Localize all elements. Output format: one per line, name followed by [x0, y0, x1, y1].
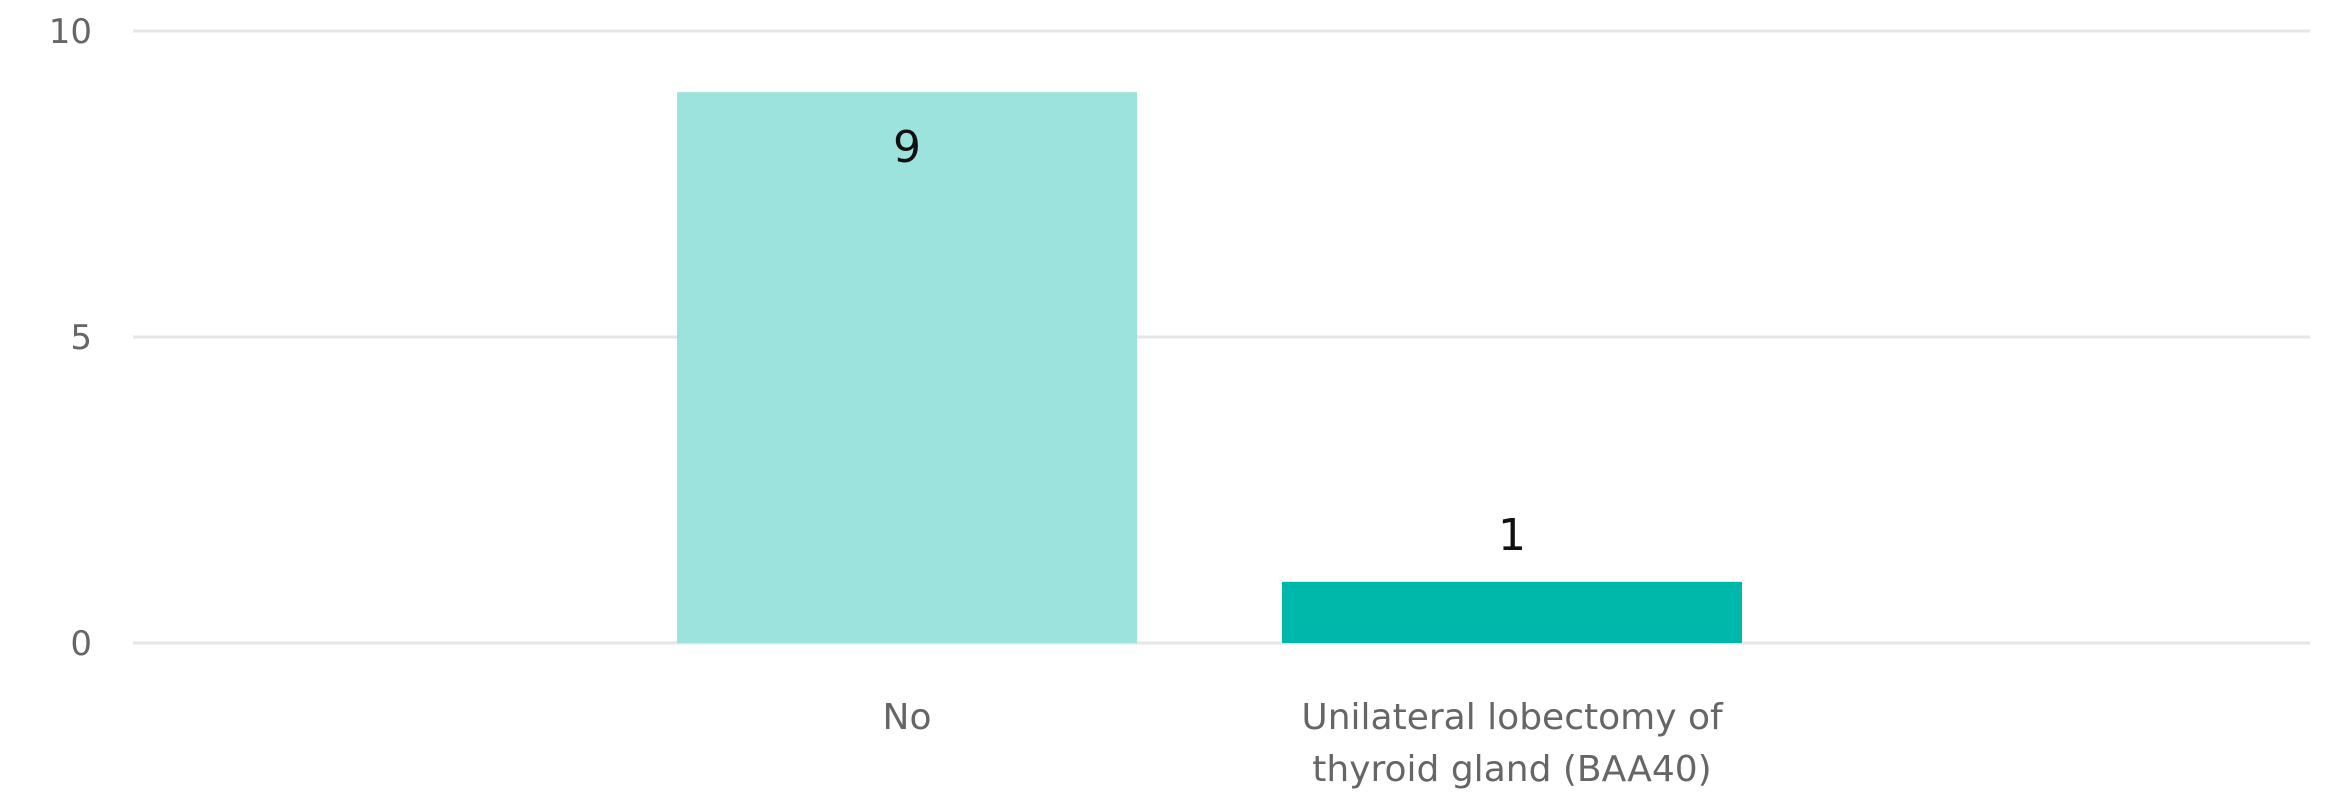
- bar: [677, 92, 1137, 643]
- y-tick-label: 0: [70, 624, 92, 664]
- data-label: 9: [893, 122, 921, 173]
- data-label: 1: [1498, 510, 1526, 561]
- x-tick-label-line: thyroid gland (BAA40): [1312, 749, 1711, 790]
- y-tick-label: 5: [70, 318, 92, 358]
- data-labels: 91: [893, 122, 1526, 561]
- x-axis-ticks: No Unilateral lobectomy of thyroid gland (…: [883, 697, 1724, 790]
- bars: [677, 92, 1742, 643]
- gridlines: [133, 29, 2310, 645]
- y-axis-ticks: 0 5 10: [49, 12, 92, 664]
- x-tick-label: No: [883, 697, 932, 738]
- y-tick-label: 10: [49, 12, 92, 52]
- x-tick-label: Unilateral lobectomy of thyroid gland (BA…: [1301, 697, 1724, 790]
- x-tick-label-line: No: [883, 697, 932, 738]
- bar: [1282, 581, 1742, 643]
- x-tick-label-line: Unilateral lobectomy of: [1301, 697, 1724, 738]
